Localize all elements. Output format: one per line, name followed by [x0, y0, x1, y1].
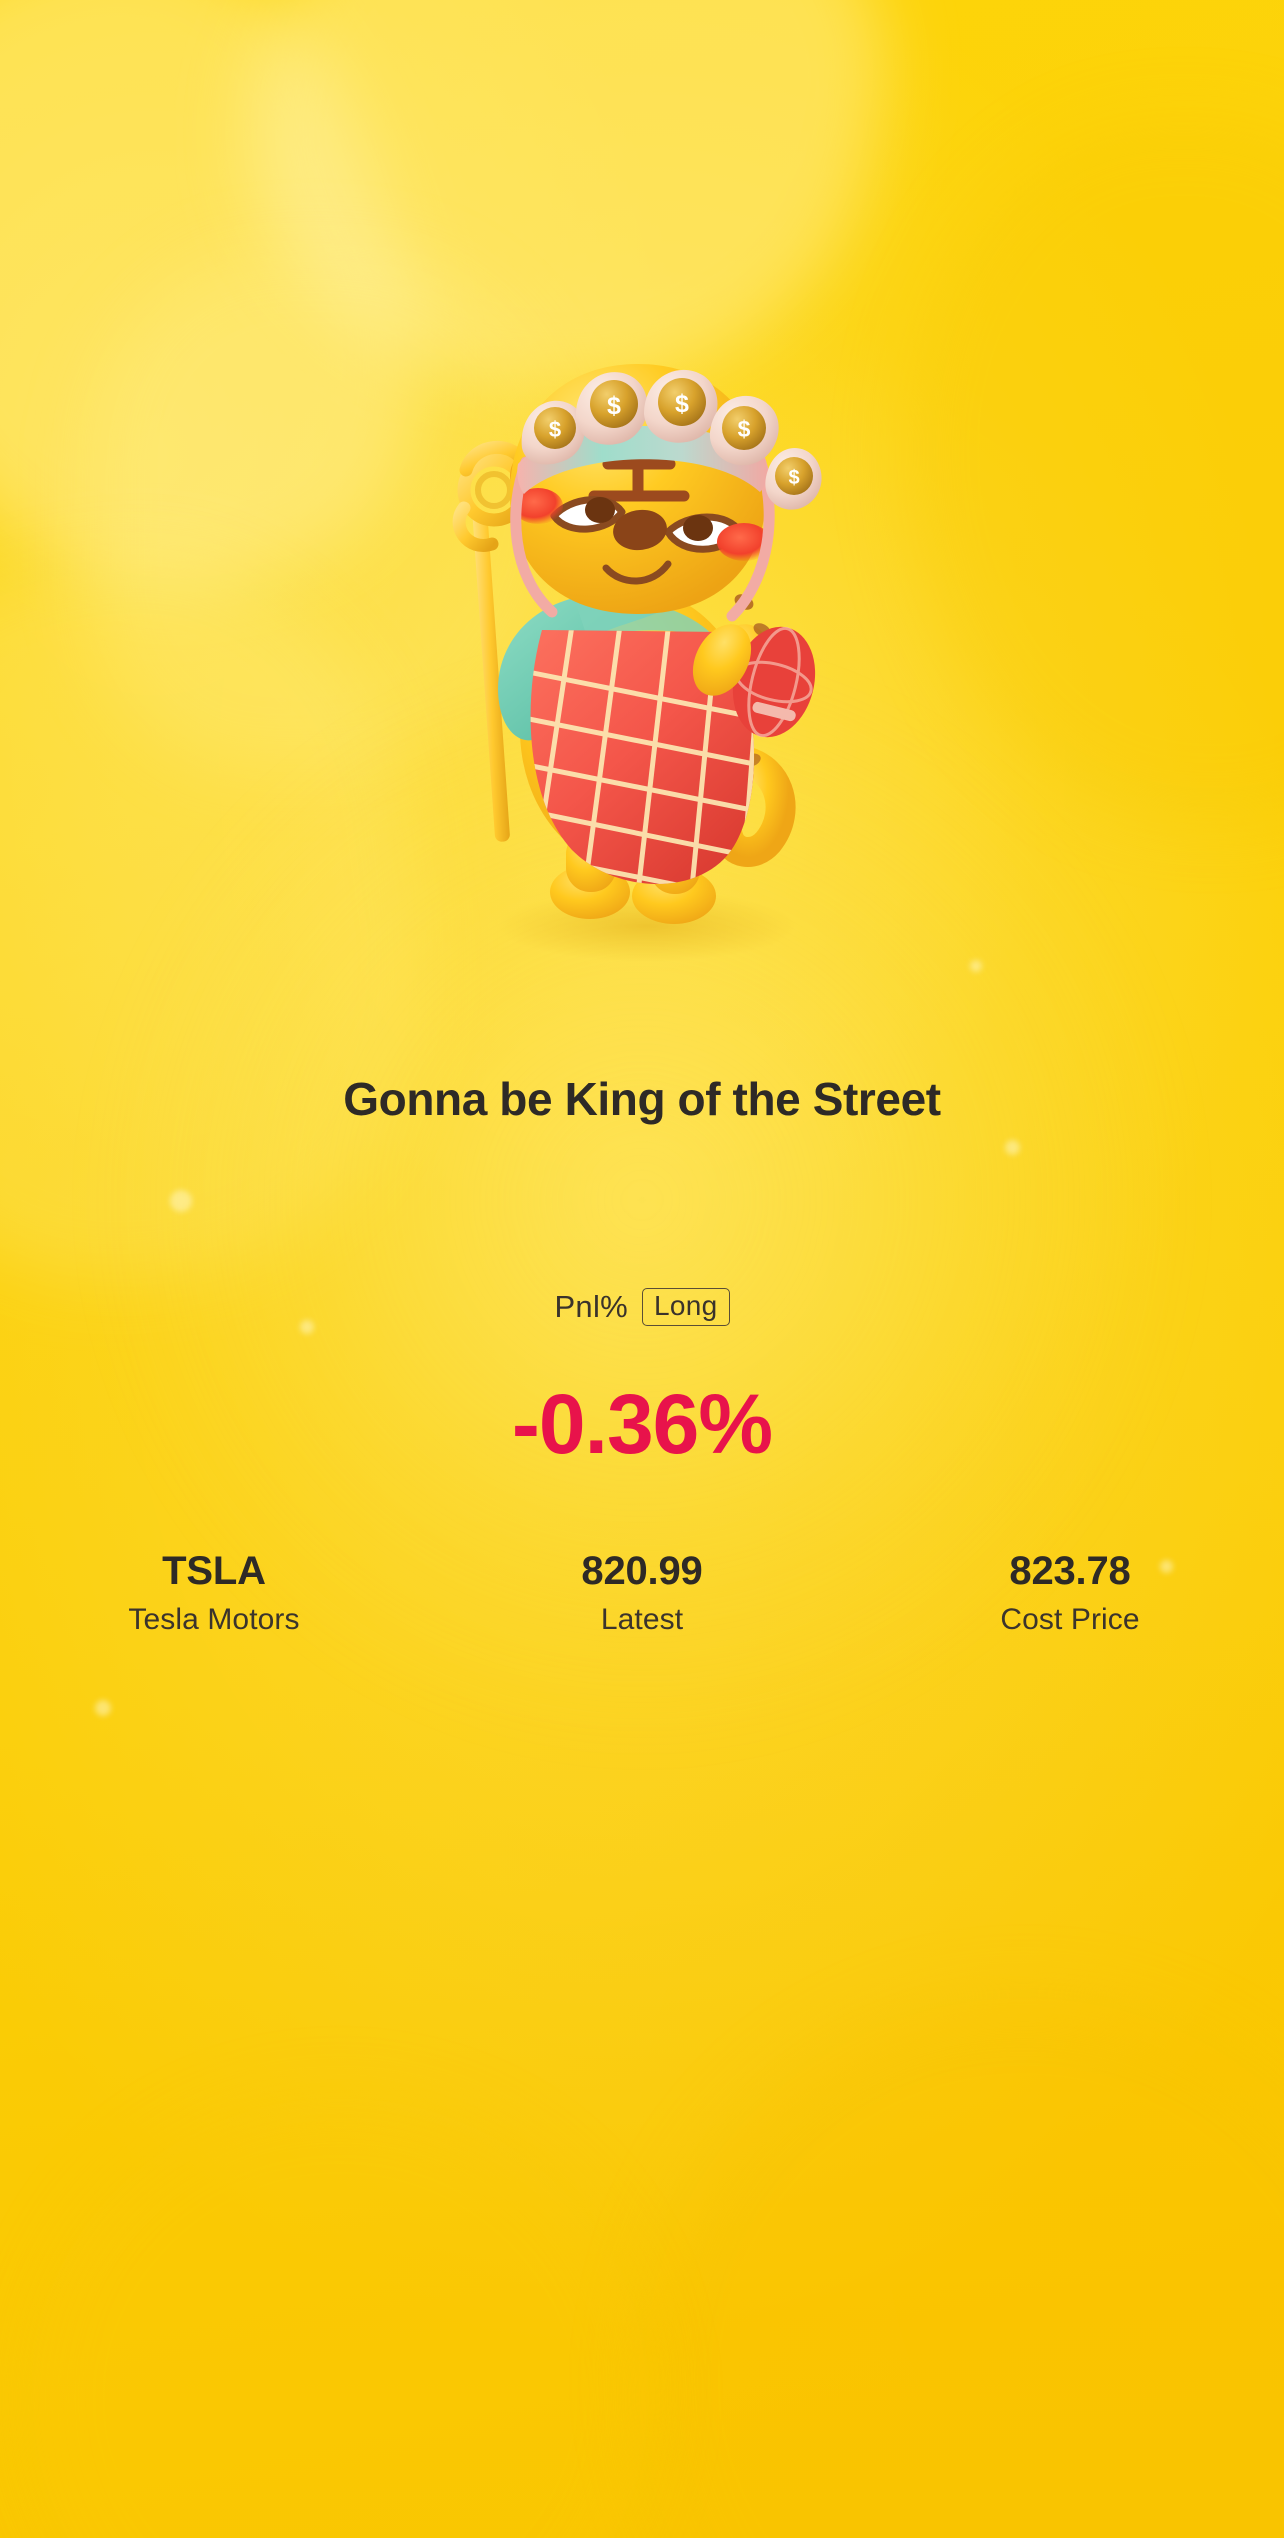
crown-coin-2: $	[575, 372, 648, 445]
coin-crown: $ $ $ $	[510, 369, 822, 622]
background-sparkle	[300, 1320, 314, 1334]
page-title: Gonna be King of the Street	[343, 1073, 941, 1125]
stat-label: Latest	[600, 1603, 684, 1637]
pnl-percent-label: Pnl%	[554, 1289, 629, 1324]
pnl-header-row: Pnl% Long	[0, 1288, 1284, 1326]
svg-text:$: $	[738, 416, 751, 442]
red-lantern-ornament	[732, 626, 816, 738]
pnl-percent-value: -0.36%	[511, 1377, 773, 1471]
background-sparkle	[970, 960, 982, 972]
mascot-cheek-right	[717, 523, 771, 561]
crown-coin-4: $	[709, 395, 779, 466]
crown-coin-5: $	[765, 448, 822, 510]
mascot-mouth	[602, 560, 672, 585]
stat-value: 823.78	[1009, 1549, 1131, 1593]
svg-text:$: $	[788, 467, 799, 489]
stat-label: Cost Price	[1000, 1603, 1140, 1637]
position-side-badge: Long	[642, 1288, 730, 1326]
svg-text:$: $	[549, 417, 561, 442]
stat-value: 820.99	[581, 1549, 703, 1593]
stats-row: TSLA Tesla Motors 820.99 Latest 823.78 C…	[0, 1548, 1284, 1638]
background-sparkle	[1160, 1560, 1173, 1573]
stat-label: Tesla Motors	[128, 1603, 300, 1637]
background-sparkle	[95, 1700, 111, 1716]
stat-value: TSLA	[162, 1549, 266, 1593]
tiger-mascot-illustration: $ $ $ $	[422, 330, 862, 1010]
crown-coin-3: $	[644, 369, 718, 443]
svg-text:$: $	[607, 392, 621, 420]
background-sparkle	[1005, 1140, 1020, 1155]
mascot-cheek-left	[513, 488, 563, 524]
svg-text:$: $	[675, 390, 689, 418]
crown-coin-1: $	[521, 400, 585, 465]
stat-cost-price: 823.78 Cost Price	[856, 1548, 1284, 1638]
background-sparkle	[170, 1190, 192, 1212]
stat-ticker: TSLA Tesla Motors	[0, 1548, 428, 1638]
stat-latest: 820.99 Latest	[428, 1548, 856, 1638]
mascot-nose	[613, 509, 667, 551]
plaid-robe	[530, 624, 816, 885]
